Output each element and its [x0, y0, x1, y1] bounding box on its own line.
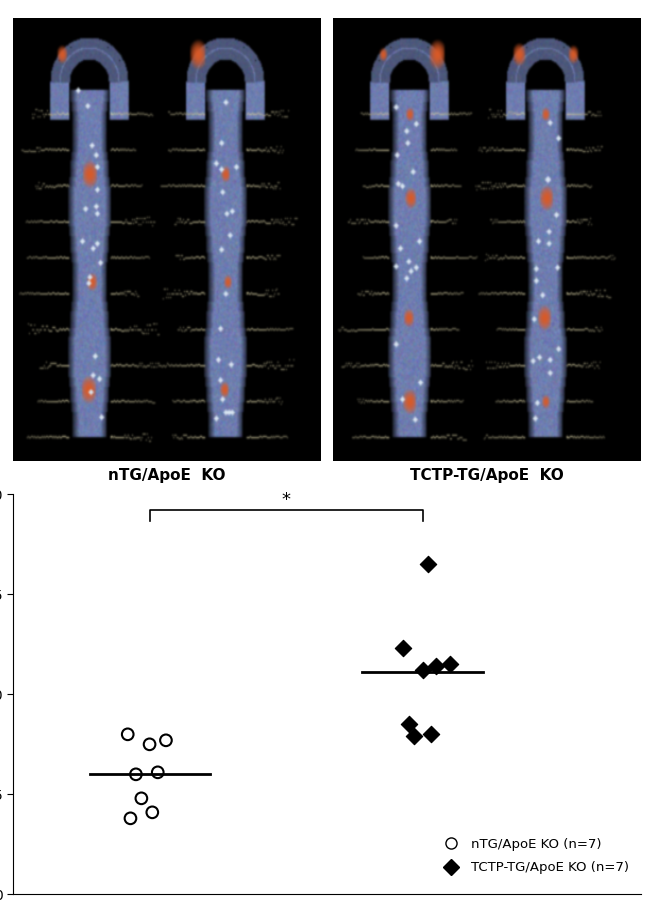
Point — [125, 811, 135, 826]
Point — [147, 805, 158, 820]
Point — [152, 765, 163, 780]
Point — [431, 659, 441, 674]
Point — [122, 727, 133, 741]
Point — [136, 791, 146, 806]
Legend: nTG/ApoE KO (n=7), TCTP-TG/ApoE KO (n=7): nTG/ApoE KO (n=7), TCTP-TG/ApoE KO (n=7) — [433, 833, 634, 880]
Point — [409, 729, 420, 744]
Point — [161, 733, 171, 748]
Point — [445, 657, 455, 672]
X-axis label: TCTP-TG/ApoE  KO: TCTP-TG/ApoE KO — [410, 467, 564, 482]
Point — [145, 737, 155, 751]
Point — [422, 557, 433, 572]
X-axis label: nTG/ApoE  KO: nTG/ApoE KO — [108, 467, 226, 482]
Point — [398, 641, 409, 656]
Point — [131, 767, 141, 782]
Point — [417, 663, 428, 678]
Text: *: * — [282, 491, 290, 509]
Point — [426, 727, 436, 741]
Point — [404, 717, 414, 732]
